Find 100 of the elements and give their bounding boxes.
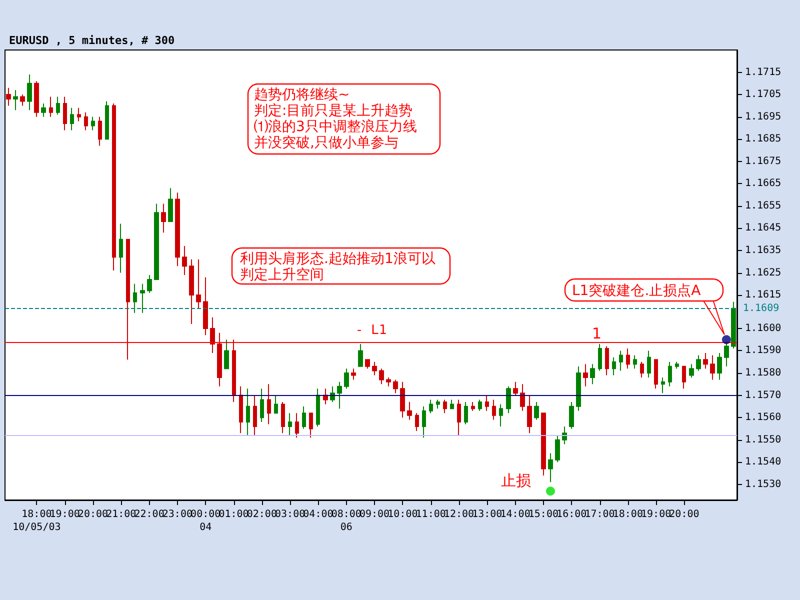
candlestick — [27, 74, 32, 111]
y-tick-label: 1.1600 — [745, 322, 782, 334]
candlestick — [351, 368, 356, 380]
candlestick — [429, 399, 433, 414]
candlestick — [98, 116, 102, 146]
x-tick-label: 13:00 — [472, 509, 502, 520]
x-tick-label: 19:00 — [50, 509, 80, 520]
candlestick — [189, 258, 194, 325]
candlestick — [598, 344, 602, 372]
annotation: 趋势仍将继续~ — [254, 87, 350, 103]
candlestick — [49, 96, 53, 118]
candlestick — [422, 406, 426, 438]
candlestick — [154, 203, 159, 280]
y-tick-label: 1.1560 — [745, 412, 782, 424]
x-tick-label: 19:00 — [641, 509, 672, 520]
candlestick — [619, 350, 623, 372]
y-tick-label: 1.1550 — [745, 434, 782, 446]
candlestick — [731, 301, 736, 350]
candlestick — [569, 401, 574, 430]
candlestick — [203, 276, 208, 336]
candlestick — [633, 354, 637, 370]
candlestick — [668, 361, 672, 387]
candlestick — [407, 401, 412, 420]
candlestick — [210, 316, 215, 354]
candlestick — [640, 361, 644, 378]
candlestick — [112, 102, 116, 272]
x-tick-label: 00:00 04 — [190, 509, 221, 533]
annotation: 1 — [592, 324, 602, 342]
y-tick-label: 1.1675 — [745, 156, 782, 167]
candlestick — [717, 352, 722, 380]
candlestick — [654, 359, 658, 390]
candlestick — [70, 107, 74, 131]
candlestick — [457, 399, 461, 436]
candlestick — [140, 283, 145, 314]
y-tick-label: 1.1625 — [745, 267, 782, 278]
x-tick-label: 16:00 — [556, 509, 587, 520]
candlestick — [682, 366, 686, 390]
candlestick — [217, 332, 222, 387]
candlestick — [647, 350, 651, 378]
y-tick-label: 1.1635 — [745, 244, 782, 256]
x-tick-label: 15:00 — [528, 509, 558, 520]
candlestick — [492, 399, 496, 420]
candlestick — [260, 388, 264, 423]
annotation: 止损 — [501, 472, 531, 490]
candlestick — [583, 364, 588, 387]
candlestick — [77, 107, 81, 122]
candlestick — [703, 352, 708, 370]
ref-line-label: 1.1609 — [743, 302, 780, 314]
candlestick — [626, 348, 630, 370]
candlestick — [246, 388, 250, 436]
candlestick — [119, 223, 123, 274]
candlestick — [471, 401, 475, 412]
x-tick-label: 14:00 — [500, 509, 530, 520]
candlestick — [105, 100, 109, 140]
candlestick — [464, 401, 468, 425]
x-tick-label: 21:00 — [106, 509, 136, 520]
candlestick — [41, 102, 46, 118]
candlestick — [196, 258, 201, 309]
x-tick-label: 17:00 — [584, 509, 615, 520]
candlestick — [13, 90, 18, 111]
y-tick-label: 1.1540 — [745, 456, 782, 468]
candlestick — [675, 361, 679, 370]
candlestick — [182, 246, 187, 276]
candlestick — [478, 399, 482, 412]
y-tick-label: 1.1615 — [745, 290, 782, 301]
candlestick — [548, 452, 553, 483]
y-tick-label: 1.1580 — [745, 368, 782, 379]
x-tick-label: 11:00 — [416, 509, 446, 520]
candlestick — [436, 399, 440, 410]
candlestick — [267, 384, 271, 425]
candlestick — [499, 404, 503, 427]
candlestick — [710, 354, 715, 380]
x-tick-label: 18:00 — [612, 509, 643, 520]
chart-title: EURUSD , 5 minutes, # 300 — [9, 34, 175, 47]
y-tick-label: 1.1695 — [745, 111, 782, 122]
candlestick — [534, 401, 539, 420]
candlestick — [576, 366, 581, 412]
candlestick — [400, 381, 405, 418]
candlestick — [239, 386, 243, 434]
x-tick-label: 04:00 — [303, 509, 334, 520]
y-tick-label: 1.1685 — [745, 134, 782, 145]
candlestick — [147, 274, 152, 294]
candlestick — [393, 379, 398, 394]
candlestick — [91, 116, 95, 131]
candlestick — [513, 381, 518, 396]
candlestick — [527, 394, 532, 434]
candlestick — [274, 394, 278, 414]
candlestick — [309, 412, 313, 438]
candlestick — [126, 238, 130, 360]
candlestick — [337, 381, 342, 410]
candlestick — [253, 394, 257, 436]
candlestick — [485, 394, 489, 412]
y-tick-label: 1.1645 — [745, 222, 782, 234]
candlestick — [175, 192, 180, 267]
y-tick-label: 1.1570 — [745, 390, 782, 401]
y-tick-label: 1.1715 — [745, 66, 782, 78]
candlestick — [506, 386, 511, 414]
candlestick — [358, 344, 363, 367]
candlestick — [161, 203, 166, 234]
candlestick — [133, 283, 137, 314]
